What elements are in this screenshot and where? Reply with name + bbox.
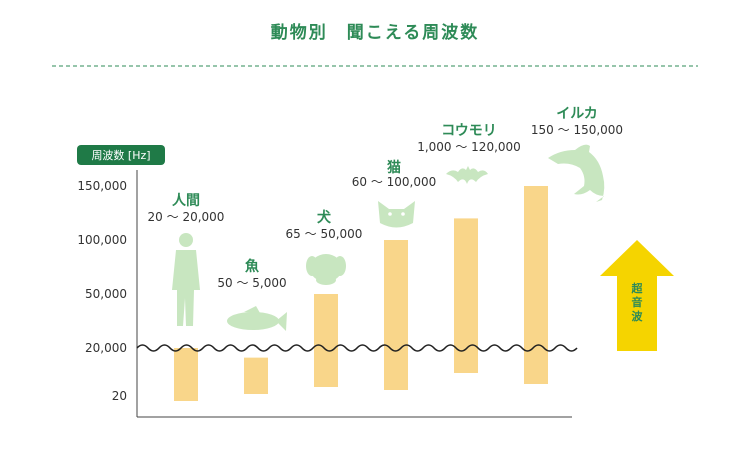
unit-badge: 周波数 [Hz] [77,145,165,165]
ultrasound-threshold-wave [136,344,578,352]
bar-3 [384,240,408,390]
unit-badge-label: 周波数 [Hz] [91,149,150,162]
y-tick-label: 20 [112,389,127,403]
animal-range: 1,000 ～ 120,000 [417,140,521,154]
bar-1 [244,357,268,394]
animal-name: イルカ [556,106,598,122]
y-tick-label: 100,000 [77,233,127,247]
human-icon [172,233,200,326]
bat-icon [446,166,488,184]
fish-icon [227,306,287,331]
y-tick-label: 50,000 [85,287,127,301]
bar-5 [524,186,548,384]
ultrasound-char-1: 超 [631,281,644,295]
animal-range: 150 ～ 150,000 [531,123,623,137]
animal-name: 猫 [387,159,401,176]
bars [174,186,548,401]
animal-name: 魚 [245,258,259,275]
ultrasound-char-3: 波 [632,309,644,323]
animal-range: 20 ～ 20,000 [148,210,225,224]
ultrasound-char-2: 音 [632,295,643,309]
ultrasound-arrow: 超 音 波 [600,240,674,351]
dolphin-icon [548,144,605,202]
bar-0 [174,348,198,401]
animal-name: コウモリ [441,123,496,139]
animal-range: 65 ～ 50,000 [286,227,363,241]
bar-4 [454,218,478,373]
animal-range: 50 ～ 5,000 [217,276,286,290]
bar-2 [314,294,338,387]
unit-badge-bg [77,145,165,165]
arrow-up-icon [600,240,674,351]
animal-range: 60 ～ 100,000 [352,175,437,189]
cat-icon [378,201,415,228]
y-tick-label: 20,000 [85,341,127,355]
y-tick-label: 150,000 [77,179,127,193]
dog-icon [306,254,346,285]
y-tick-labels: 150,000 100,000 50,000 20,000 20 [77,179,127,403]
chart-title: 動物別 聞こえる周波数 [271,22,480,43]
animal-name: 犬 [317,209,332,226]
animal-icons [172,144,605,331]
animal-name: 人間 [172,192,200,209]
